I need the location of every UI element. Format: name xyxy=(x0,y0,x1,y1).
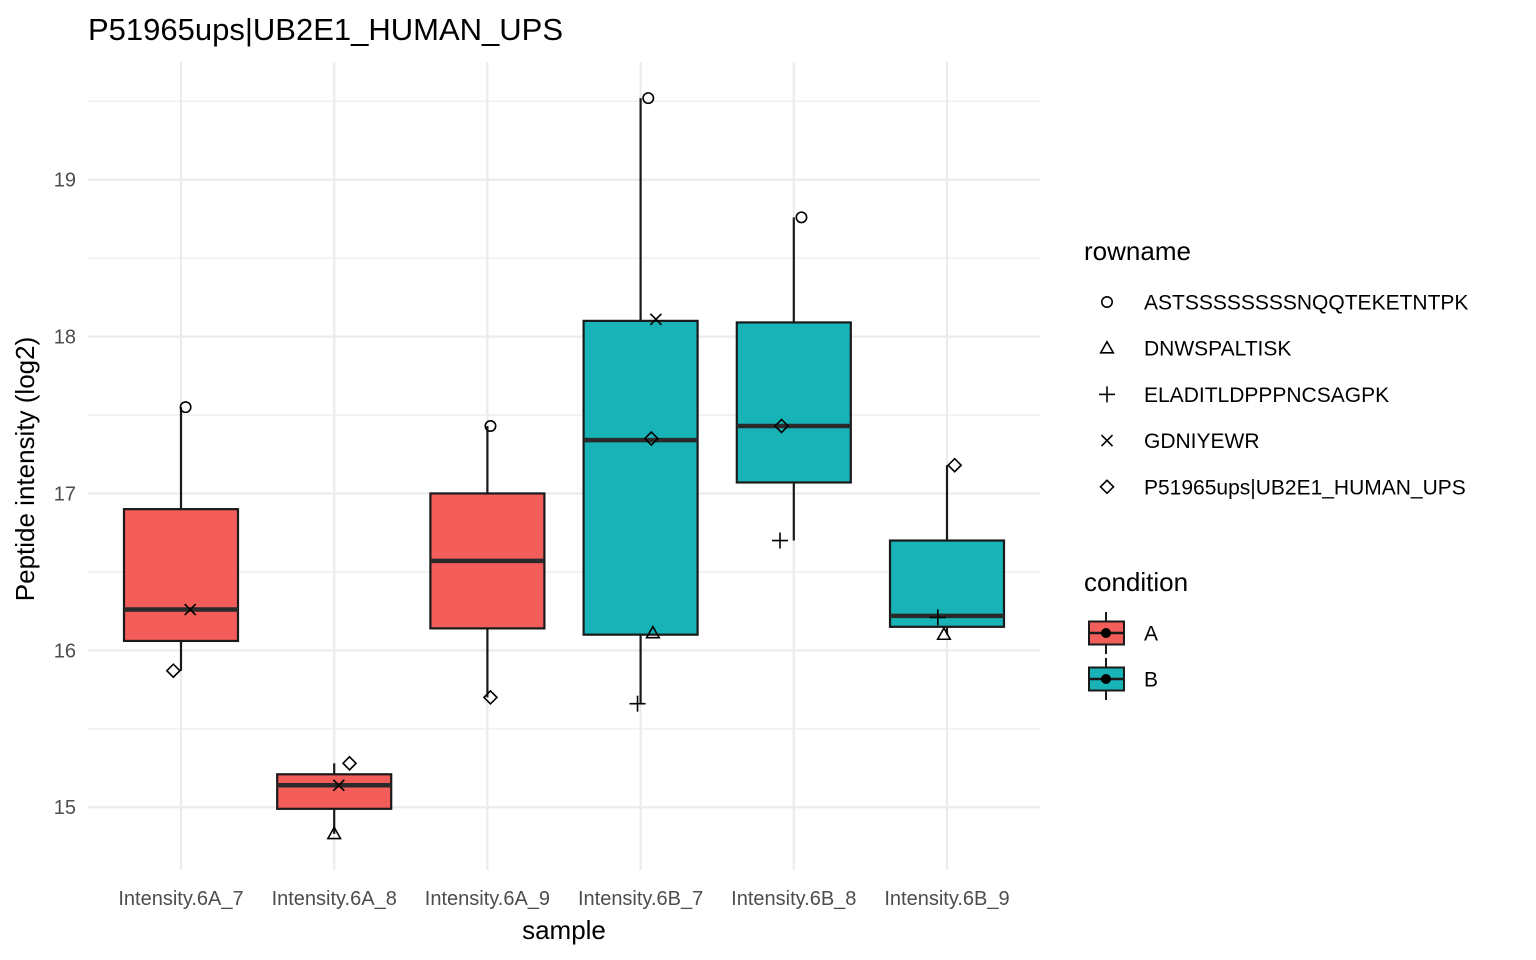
point-plus xyxy=(772,532,789,549)
legend-label: P51965ups|UB2E1_HUMAN_UPS xyxy=(1144,476,1466,499)
point-circle xyxy=(484,419,497,432)
legend-label: B xyxy=(1144,669,1158,692)
point-diamond xyxy=(773,418,790,434)
x-tick-label: Intensity.6A_7 xyxy=(118,888,243,910)
point-cross xyxy=(649,313,662,326)
box-body xyxy=(276,773,393,810)
point-diamond xyxy=(482,689,499,706)
legend: rowname condition ASTSSSSSSSSNQQTEKETNTP… xyxy=(1084,236,1468,700)
legend-item-condition-A: A xyxy=(1088,612,1158,654)
point-cross xyxy=(184,603,197,616)
box-body xyxy=(122,508,240,643)
box-Intensity.6A_8 xyxy=(276,763,393,834)
legend-key-point xyxy=(1101,628,1111,638)
box-layer xyxy=(122,98,1006,834)
point-layer xyxy=(165,92,963,840)
box-Intensity.6B_7 xyxy=(582,98,699,704)
point-circle xyxy=(642,92,655,105)
point-triangle xyxy=(936,626,952,641)
grid-layer xyxy=(88,62,1040,870)
box-body xyxy=(735,321,852,484)
legend-key-circle xyxy=(1101,295,1114,308)
point-plus xyxy=(929,609,946,626)
legend-label: DNWSPALTISK xyxy=(1144,338,1291,361)
legend-key-triangle xyxy=(1099,340,1115,354)
legend-title-condition: condition xyxy=(1084,567,1188,597)
point-cross xyxy=(332,779,345,792)
legend-item-condition-B: B xyxy=(1088,658,1158,700)
x-tick-label: Intensity.6B_9 xyxy=(884,888,1009,910)
y-tick-label: 18 xyxy=(54,327,76,349)
legend-title-rowname: rowname xyxy=(1084,236,1191,266)
legend-item-cross: GDNIYEWR xyxy=(1100,430,1260,453)
y-tick-label: 16 xyxy=(54,640,76,662)
box-body xyxy=(888,539,1006,628)
legend-key-point xyxy=(1101,674,1111,684)
legend-item-triangle: DNWSPALTISK xyxy=(1099,338,1291,361)
x-axis-title: sample xyxy=(522,915,606,945)
legend-key-plus xyxy=(1099,386,1115,403)
legend-key-cross xyxy=(1100,434,1114,447)
point-triangle xyxy=(645,624,661,639)
box-Intensity.6A_7 xyxy=(122,407,240,671)
y-axis-title: Peptide intensity (log2) xyxy=(10,337,40,601)
y-tick-label: 17 xyxy=(54,483,76,505)
point-triangle xyxy=(326,825,342,840)
y-tick-label: 15 xyxy=(54,797,76,819)
legend-label: ASTSSSSSSSSNQQTEKETNTPK xyxy=(1144,292,1468,315)
point-diamond xyxy=(947,457,963,473)
point-circle xyxy=(179,401,192,414)
legend-key-diamond xyxy=(1099,479,1115,495)
tick-layer: 15 16 17 18 19 Intensity.6A_7 Intensity.6A_8 In… xyxy=(54,170,1010,910)
y-tick-label: 19 xyxy=(54,170,76,192)
x-tick-label: Intensity.6A_9 xyxy=(425,888,550,910)
point-plus xyxy=(629,695,646,712)
legend-item-plus: ELADITLDPPPNCSAGPK xyxy=(1099,384,1389,407)
box-Intensity.6B_8 xyxy=(735,217,852,541)
box-Intensity.6B_9 xyxy=(888,465,1006,635)
legend-item-circle: ASTSSSSSSSSNQQTEKETNTPK xyxy=(1101,292,1468,315)
box-body xyxy=(582,319,699,636)
legend-label: GDNIYEWR xyxy=(1144,430,1260,453)
point-circle xyxy=(795,211,808,224)
x-tick-label: Intensity.6A_8 xyxy=(272,888,397,910)
point-diamond xyxy=(165,663,181,679)
legend-label: A xyxy=(1144,623,1158,646)
x-tick-label: Intensity.6B_8 xyxy=(731,888,856,910)
chart-title: P51965ups|UB2E1_HUMAN_UPS xyxy=(88,12,563,47)
legend-label: ELADITLDPPPNCSAGPK xyxy=(1144,384,1389,407)
x-tick-label: Intensity.6B_7 xyxy=(578,888,703,910)
box-Intensity.6A_9 xyxy=(429,425,546,698)
legend-item-diamond: P51965ups|UB2E1_HUMAN_UPS xyxy=(1099,476,1466,499)
point-diamond xyxy=(341,755,358,771)
point-diamond xyxy=(643,430,659,447)
